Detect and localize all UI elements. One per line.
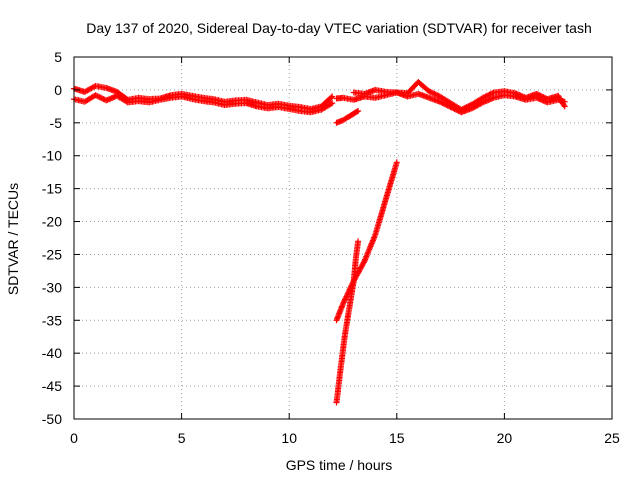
x-tick-label: 15 [389,430,405,446]
y-tick-label: -5 [50,115,63,131]
y-tick-label: 0 [54,82,62,98]
y-tick-label: -35 [42,312,62,328]
x-tick-label: 0 [70,430,78,446]
y-tick-label: -30 [42,279,62,295]
grid-layer [74,57,612,419]
data-segment [333,238,362,406]
y-tick-label: -10 [42,148,62,164]
x-tick-label: 10 [281,430,297,446]
y-tick-label: -45 [42,378,62,394]
data-segment [350,79,568,113]
data-point-markers [333,108,362,126]
x-tick-label: 25 [604,430,620,446]
data-point-markers [333,238,362,406]
x-tick-label: 20 [497,430,513,446]
plot-frame [73,56,613,420]
x-axis-label: GPS time / hours [286,457,393,473]
data-point-markers [350,79,568,113]
tick-layer: 0 5 10 15 20 25 5 0 -5 -10 -15 -20 -25 -30 -35 -40 -45 -5… [42,49,620,446]
chart-title: Day 137 of 2020, Sidereal Day-to-day VTE… [86,20,592,36]
data-segment [333,108,362,126]
y-tick-label: -25 [42,246,62,262]
y-tick-label: -50 [42,411,62,427]
y-tick-label: -20 [42,214,62,230]
y-tick-label: -40 [42,345,62,361]
y-axis-label: SDTVAR / TECUs [5,183,21,295]
y-tick-label: -15 [42,181,62,197]
y-tick-label: 5 [54,49,62,65]
x-tick-label: 5 [178,430,186,446]
